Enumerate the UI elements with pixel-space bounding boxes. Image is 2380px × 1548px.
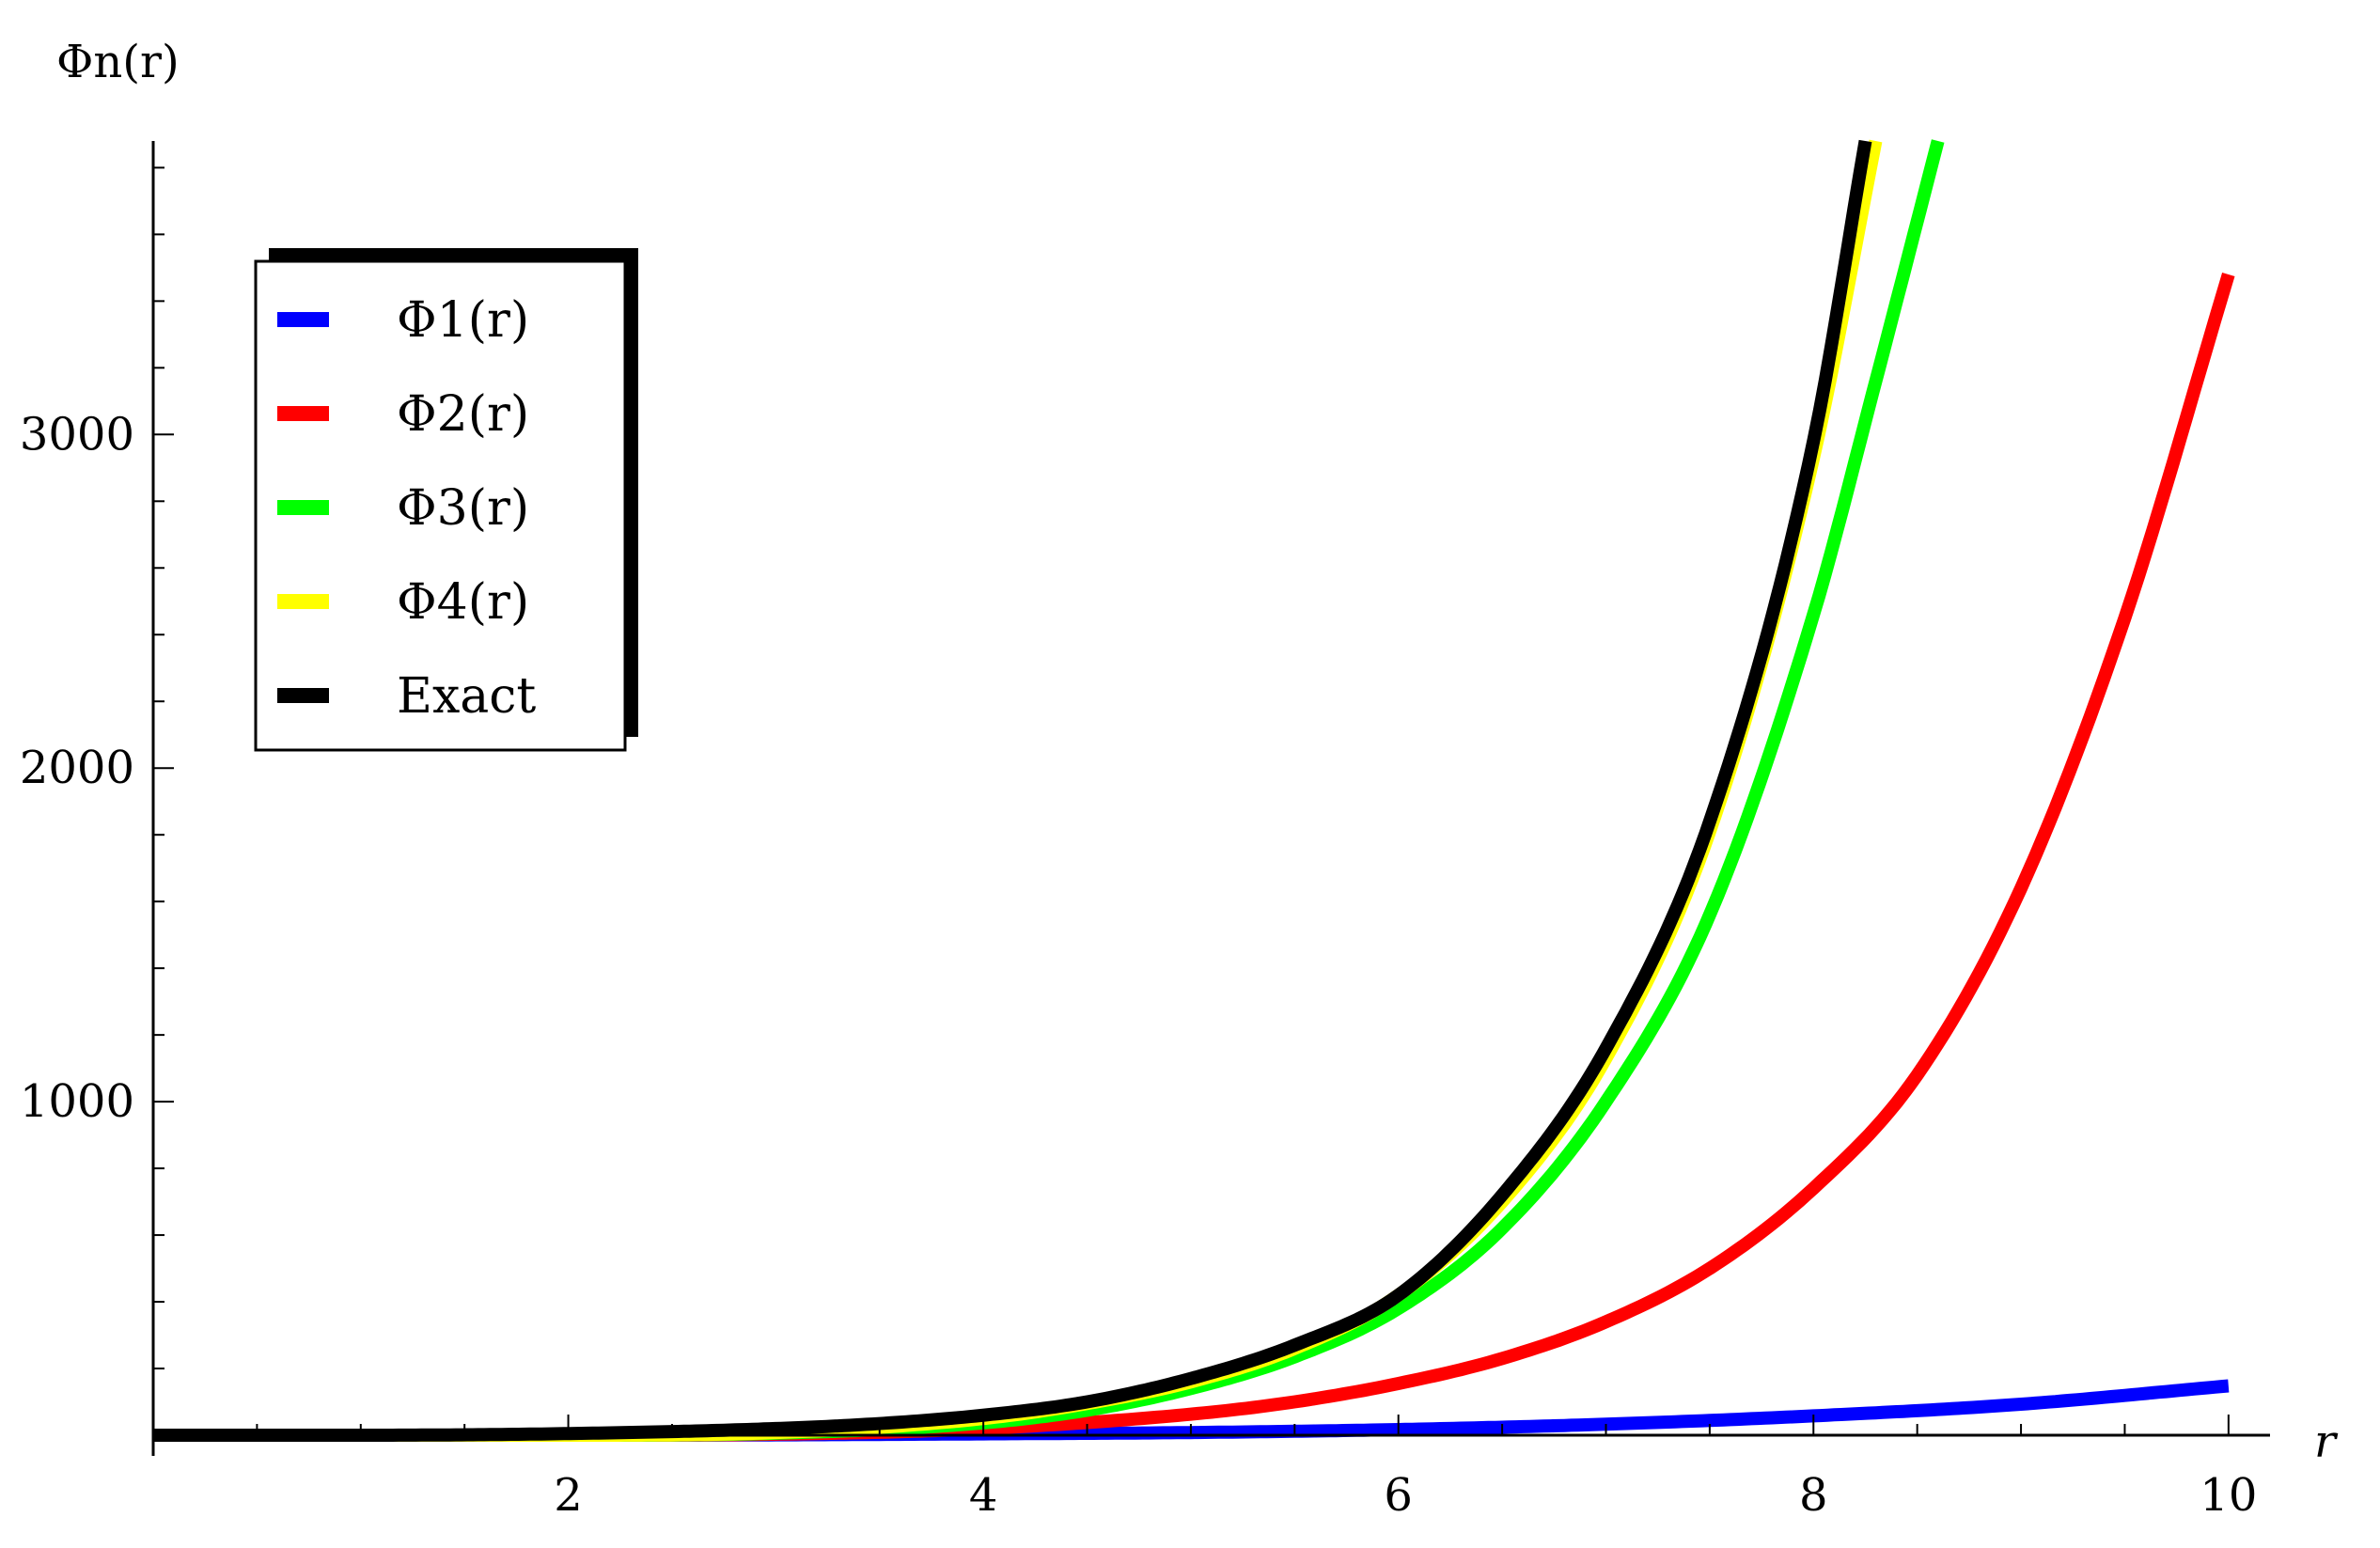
ticks-layer: 2 4 6 8 10 1000 2000 3000 [20,166,2257,1522]
legend-label: Φ3(r) [397,480,529,537]
x-axis-title: r [2314,1415,2339,1468]
x-tick-label: 6 [1384,1469,1413,1522]
y-tick-label: 3000 [20,408,134,461]
legend-label: Exact [397,668,536,725]
legend-items: Φ1(r) Φ2(r) Φ3(r) Φ4(r) Exact [277,292,536,725]
legend-label: Φ4(r) [397,574,529,631]
legend-item: Exact [277,668,536,725]
x-tick-label: 8 [1799,1469,1828,1522]
y-axis-title: Φn(r) [56,36,180,88]
y-tick-label: 1000 [20,1075,134,1128]
legend-label: Φ2(r) [397,386,529,443]
legend-label: Φ1(r) [397,292,529,349]
legend-item: Φ4(r) [277,574,529,631]
legend-item: Φ1(r) [277,292,529,349]
x-tick-label: 4 [969,1469,998,1522]
legend-item: Φ2(r) [277,386,529,443]
legend-item: Φ3(r) [277,480,529,537]
legend: Φ1(r) Φ2(r) Φ3(r) Φ4(r) Exact [254,248,638,752]
x-tick-label: 10 [2200,1469,2257,1522]
y-tick-label: 2000 [20,742,134,794]
x-tick-label: 2 [554,1469,583,1522]
